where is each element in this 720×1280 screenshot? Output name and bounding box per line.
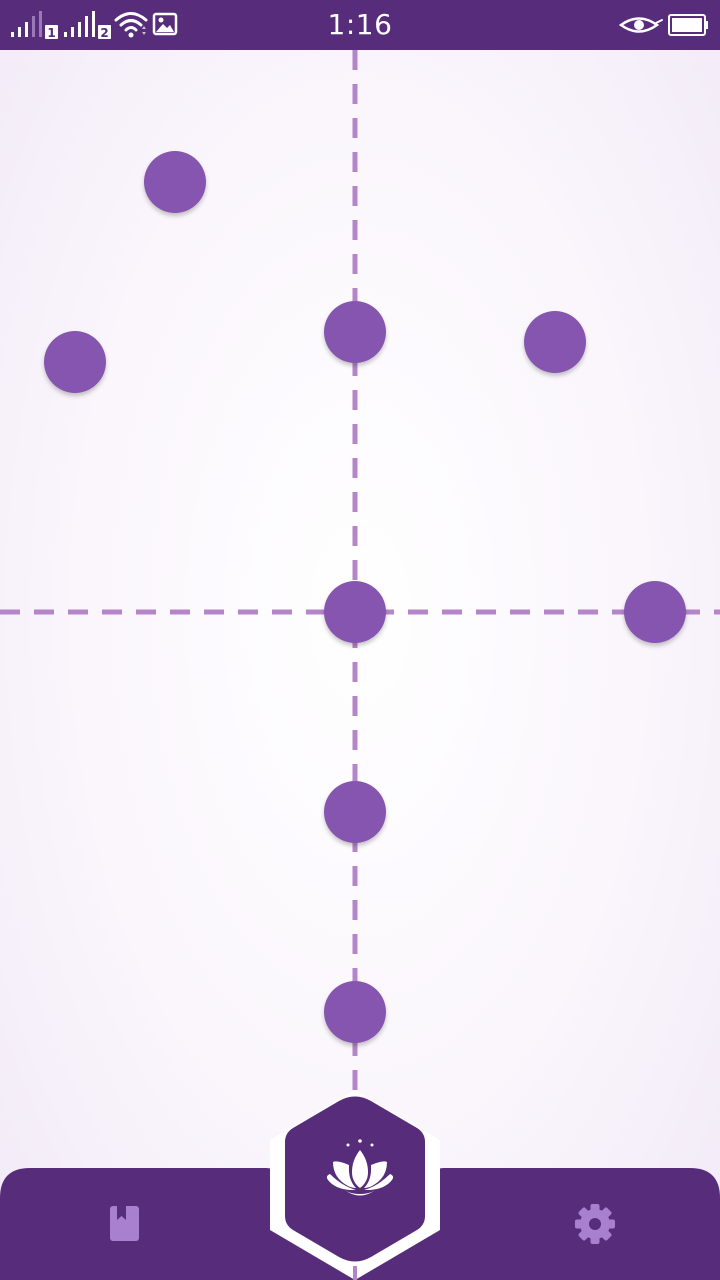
pattern-dot[interactable]	[324, 301, 386, 363]
settings-button[interactable]	[550, 1188, 640, 1262]
journal-button[interactable]	[80, 1188, 170, 1262]
pattern-dot[interactable]	[524, 311, 586, 373]
status-bar: 1 2 1:1	[0, 0, 720, 50]
status-right-group	[618, 10, 710, 40]
bookmark-book-icon	[110, 1206, 139, 1241]
pattern-dot[interactable]	[44, 331, 106, 393]
eye-icon	[618, 10, 664, 40]
pattern-dot[interactable]	[324, 981, 386, 1043]
gear-icon	[575, 1204, 615, 1244]
meditate-button[interactable]	[285, 1097, 425, 1262]
pattern-dot[interactable]	[324, 781, 386, 843]
pattern-dot[interactable]	[324, 581, 386, 643]
bottom-navigation	[0, 1090, 720, 1280]
battery-icon	[668, 10, 710, 40]
pattern-dot[interactable]	[624, 581, 686, 643]
status-clock: 1:16	[0, 0, 720, 50]
pattern-dot[interactable]	[144, 151, 206, 213]
